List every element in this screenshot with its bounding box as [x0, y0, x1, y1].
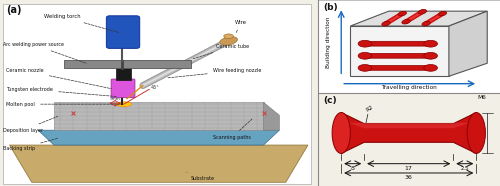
Text: Backing strip: Backing strip	[3, 138, 58, 151]
Ellipse shape	[424, 52, 438, 59]
Text: Deposition layer: Deposition layer	[3, 116, 58, 133]
Polygon shape	[350, 11, 487, 26]
Text: Building direction: Building direction	[326, 16, 331, 68]
Text: 45°: 45°	[151, 85, 160, 90]
Ellipse shape	[424, 40, 438, 47]
Polygon shape	[54, 102, 264, 130]
Text: Wire feeding nozzle: Wire feeding nozzle	[168, 68, 261, 78]
Text: Tungsten electrode: Tungsten electrode	[6, 87, 116, 97]
Text: 8: 8	[351, 166, 354, 171]
Text: M6: M6	[478, 94, 486, 100]
FancyBboxPatch shape	[106, 16, 140, 48]
FancyBboxPatch shape	[111, 79, 135, 98]
Ellipse shape	[358, 40, 372, 47]
Polygon shape	[38, 130, 280, 145]
Bar	[116, 68, 131, 80]
FancyBboxPatch shape	[364, 53, 432, 58]
Ellipse shape	[398, 11, 406, 16]
Text: 2.5: 2.5	[460, 166, 469, 171]
Text: Welding torch: Welding torch	[44, 14, 120, 33]
Text: Ceramic nozzle: Ceramic nozzle	[6, 68, 112, 89]
Polygon shape	[449, 11, 487, 76]
Text: (b): (b)	[323, 3, 338, 12]
Ellipse shape	[438, 11, 446, 16]
Ellipse shape	[382, 21, 390, 26]
Text: Ceramic tube: Ceramic tube	[193, 44, 249, 59]
Ellipse shape	[358, 65, 372, 71]
Ellipse shape	[418, 9, 426, 14]
Ellipse shape	[332, 113, 350, 153]
Text: Arc welding power source: Arc welding power source	[3, 42, 86, 63]
Text: (a): (a)	[6, 5, 22, 15]
Text: Travelling direction: Travelling direction	[381, 85, 436, 90]
Text: Wire: Wire	[235, 20, 247, 33]
Ellipse shape	[220, 37, 238, 45]
Ellipse shape	[467, 113, 485, 153]
Text: R2: R2	[365, 104, 374, 113]
Text: Substrate: Substrate	[186, 172, 214, 181]
Bar	[64, 60, 190, 68]
Ellipse shape	[402, 20, 410, 24]
Ellipse shape	[358, 52, 372, 59]
Polygon shape	[264, 102, 280, 130]
Polygon shape	[350, 26, 449, 76]
Text: 17: 17	[405, 166, 412, 171]
Text: 36: 36	[405, 175, 412, 180]
Text: 5mm: 5mm	[110, 97, 120, 101]
Ellipse shape	[422, 21, 430, 26]
FancyBboxPatch shape	[3, 4, 311, 184]
Polygon shape	[341, 113, 476, 153]
Text: (c): (c)	[323, 96, 336, 105]
FancyBboxPatch shape	[364, 41, 432, 46]
Ellipse shape	[424, 65, 438, 71]
Text: Scanning paths: Scanning paths	[212, 119, 252, 140]
Text: Molten pool: Molten pool	[6, 102, 121, 107]
FancyBboxPatch shape	[364, 65, 432, 70]
Ellipse shape	[224, 34, 234, 39]
Polygon shape	[10, 145, 308, 182]
Ellipse shape	[116, 102, 132, 106]
Polygon shape	[348, 123, 469, 128]
